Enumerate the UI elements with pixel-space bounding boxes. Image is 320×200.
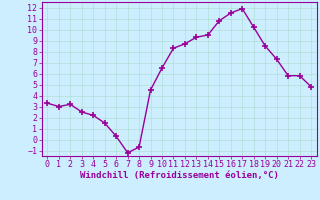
X-axis label: Windchill (Refroidissement éolien,°C): Windchill (Refroidissement éolien,°C)	[80, 171, 279, 180]
